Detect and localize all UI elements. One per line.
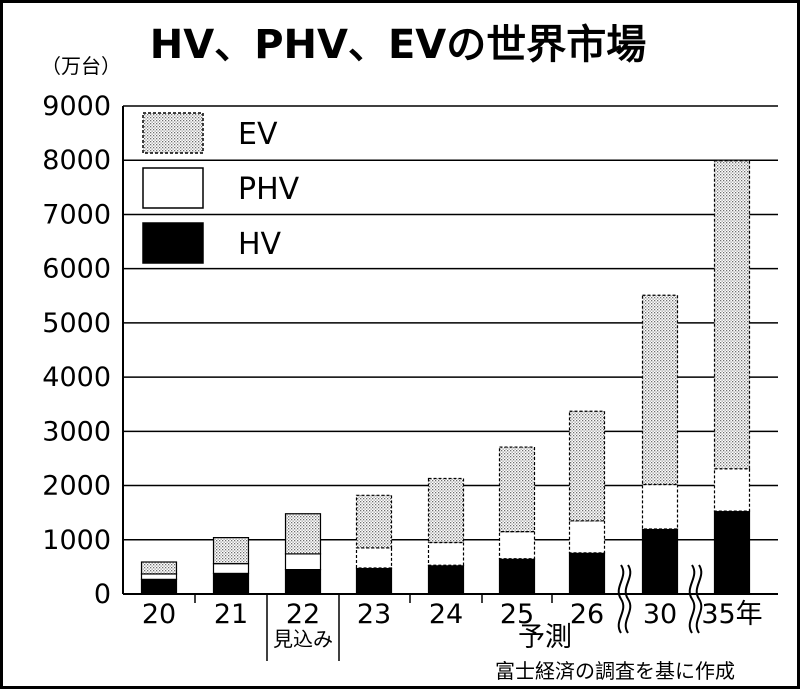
- bar-ev-21: [212, 537, 250, 565]
- bar-hv-26: [568, 552, 606, 595]
- x-tick-label-3: 23: [357, 599, 391, 630]
- break-mark-1b: [695, 564, 703, 634]
- bar-phv-20: [140, 573, 178, 580]
- forecast-label: 予測: [518, 622, 572, 653]
- legend-label-hv: HV: [238, 227, 282, 262]
- y-tick-label-3: 3000: [42, 416, 111, 447]
- bar-phv-24: [427, 541, 465, 566]
- bar-phv-30: [641, 483, 679, 530]
- legend: EV PHV HV: [142, 112, 300, 264]
- unit-label: （万台）: [41, 54, 121, 78]
- bar-ev-20: [140, 561, 178, 575]
- y-tick-label-9: 9000: [42, 91, 111, 122]
- bar-hv-22: [284, 568, 322, 595]
- bar-phv-25: [498, 531, 536, 560]
- y-axis-ticks: 0 1000 2000 3000 4000 5000 6000 7000 8000 9000: [42, 91, 111, 610]
- bars: [140, 160, 751, 595]
- bar-hv-20: [140, 578, 178, 595]
- bar-ev-35年: [713, 160, 751, 470]
- bar-phv-21: [212, 563, 250, 574]
- bar-ev-24: [427, 477, 465, 544]
- y-tick-label-7: 7000: [42, 199, 111, 230]
- y-tick-label-4: 4000: [42, 362, 111, 393]
- chart-svg: HV、PHV、EVの世界市場 （万台） 0 1000 2000 3000 4000 500…: [41, 22, 778, 683]
- legend-label-ev: EV: [238, 117, 278, 152]
- bar-hv-24: [427, 564, 465, 595]
- bar-phv-23: [355, 547, 393, 569]
- x-tick-label-0: 20: [142, 599, 176, 630]
- bar-hv-21: [212, 572, 250, 595]
- y-tick-label-0: 0: [94, 579, 111, 610]
- x-tick-label-5: 25: [500, 599, 534, 630]
- bar-ev-30: [641, 294, 679, 486]
- x-tick-label-2: 22: [286, 599, 320, 630]
- legend-swatch-ev: [142, 112, 204, 154]
- plot-frame: [122, 106, 778, 595]
- axis-break-marks: [617, 564, 703, 634]
- legend-swatch-hv: [142, 222, 204, 264]
- chart-title: HV、PHV、EVの世界市場: [150, 22, 646, 68]
- x-tick-label-4: 24: [429, 599, 463, 630]
- bar-hv-23: [355, 567, 393, 595]
- x-tick-label-6: 26: [570, 599, 604, 630]
- bar-hv-30: [641, 528, 679, 595]
- bar-ev-26: [568, 410, 606, 522]
- y-tick-label-8: 8000: [42, 145, 111, 176]
- bar-ev-22: [284, 513, 322, 555]
- break-mark-0b: [624, 564, 632, 634]
- y-tick-label-6: 6000: [42, 254, 111, 285]
- x-tick-label-7: 30: [643, 599, 677, 630]
- y-tick-label-2: 2000: [42, 471, 111, 502]
- x-tick-label-8: 35年: [701, 599, 762, 630]
- y-tick-label-1: 1000: [42, 525, 111, 556]
- bar-hv-25: [498, 558, 536, 595]
- x-tick-label-1: 21: [214, 599, 248, 630]
- bar-phv-35年: [713, 468, 751, 512]
- legend-swatch-phv: [142, 167, 204, 209]
- legend-label-phv: PHV: [238, 172, 300, 207]
- bar-hv-35年: [713, 510, 751, 595]
- bar-phv-26: [568, 520, 606, 554]
- break-mark-1a: [688, 564, 696, 634]
- break-mark-0a: [617, 564, 625, 634]
- bar-ev-25: [498, 446, 536, 533]
- x-axis-ticks: 20 21 22 23 24 25 26 30 35年: [142, 594, 763, 661]
- bar-ev-23: [355, 494, 393, 549]
- source-note: 富士経済の調査を基に作成: [495, 659, 735, 683]
- y-tick-label-5: 5000: [42, 308, 111, 339]
- bar-phv-22: [284, 553, 322, 571]
- category-sublabel-22: 見込み: [273, 627, 333, 651]
